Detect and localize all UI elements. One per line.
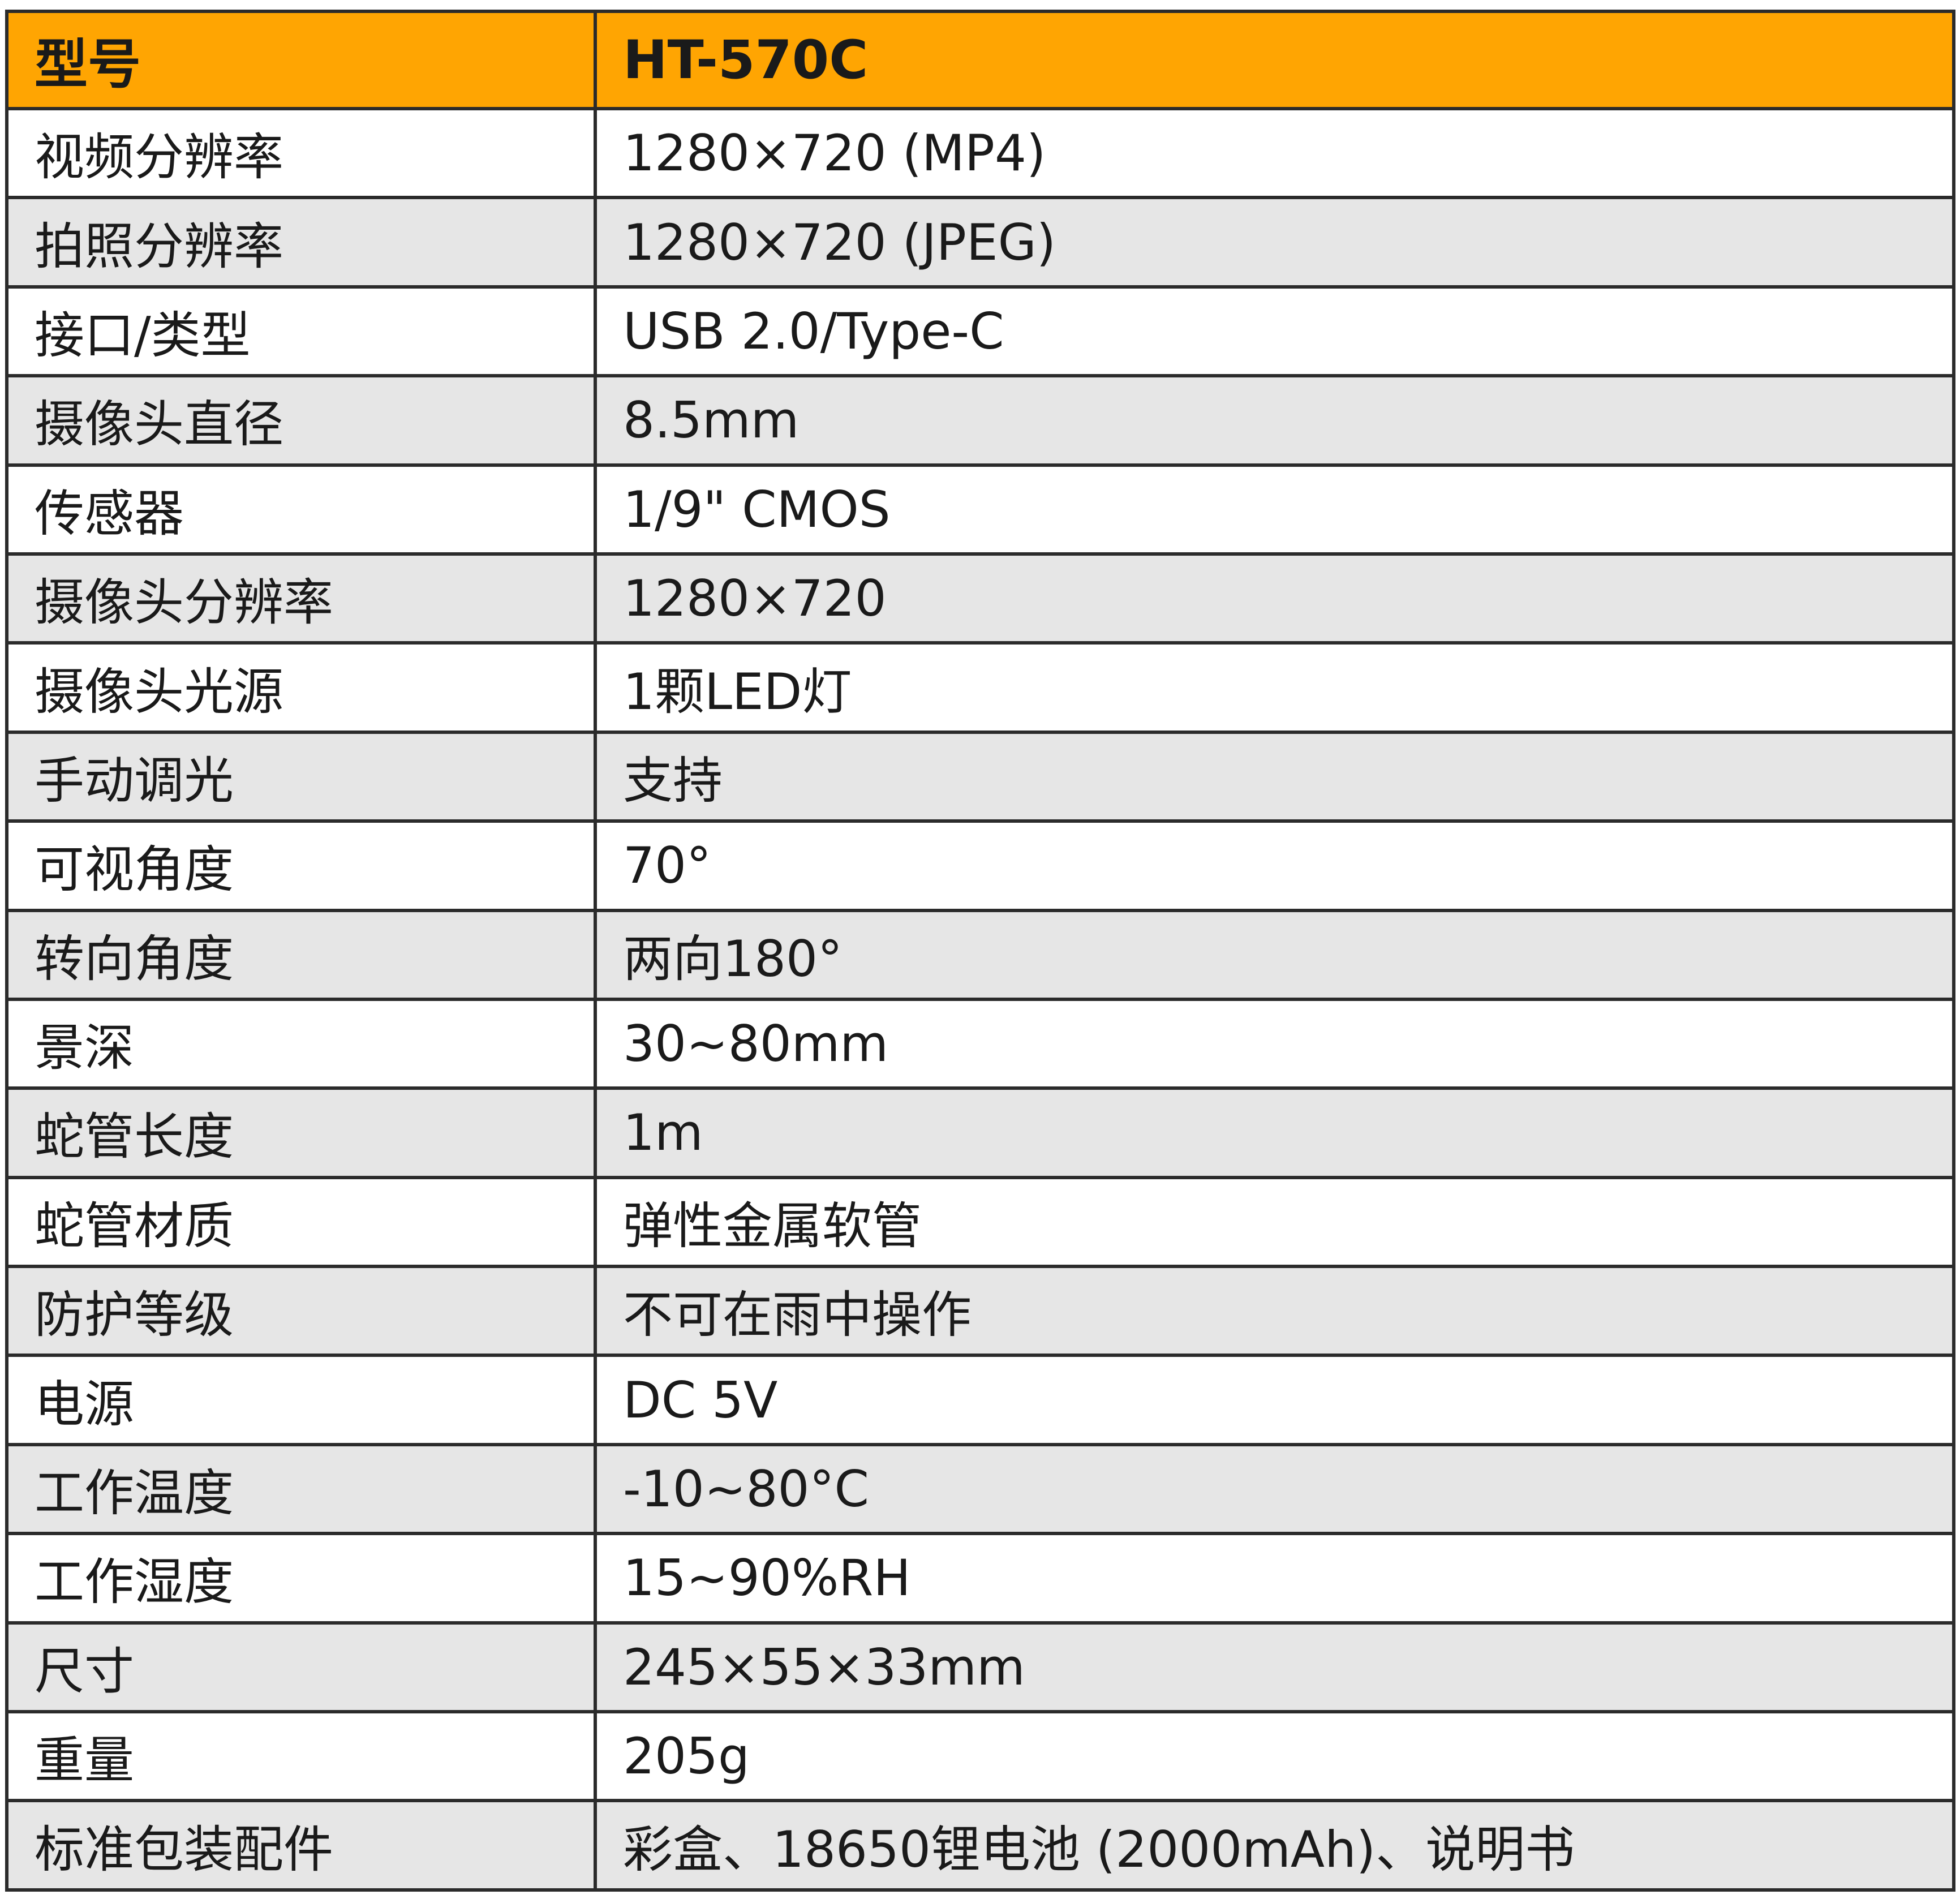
row-value: 弹性金属软管 bbox=[594, 1175, 1955, 1269]
row-label: 手动调光 bbox=[5, 730, 597, 823]
row-value: 70° bbox=[594, 819, 1955, 912]
row-label: 接口/类型 bbox=[5, 285, 597, 378]
row-value: 1颗LED灯 bbox=[594, 641, 1955, 734]
row-value: 8.5mm bbox=[594, 374, 1955, 467]
row-label: 拍照分辨率 bbox=[5, 196, 597, 289]
row-value: -10~80°C bbox=[594, 1442, 1955, 1536]
row-label: 工作湿度 bbox=[5, 1532, 597, 1625]
table-row: 视频分辨率 1280×720 (MP4) bbox=[5, 106, 1955, 200]
table-row: 重量 205g bbox=[5, 1710, 1955, 1803]
row-label: 工作温度 bbox=[5, 1442, 597, 1536]
row-value: 245×55×33mm bbox=[594, 1621, 1955, 1714]
table-row: 摄像头光源 1颗LED灯 bbox=[5, 641, 1955, 734]
row-value: 1280×720 (JPEG) bbox=[594, 196, 1955, 289]
row-value: 15~90%RH bbox=[594, 1532, 1955, 1625]
table-row: 防护等级 不可在雨中操作 bbox=[5, 1265, 1955, 1357]
table-row: 工作温度 -10~80°C bbox=[5, 1442, 1955, 1536]
row-label: 可视角度 bbox=[5, 819, 597, 912]
row-label: 尺寸 bbox=[5, 1621, 597, 1714]
table-row: 接口/类型 USB 2.0/Type-C bbox=[5, 285, 1955, 378]
row-value: 两向180° bbox=[594, 908, 1955, 1001]
header-model-value: HT-570C bbox=[594, 10, 1955, 110]
row-value: 1/9" CMOS bbox=[594, 463, 1955, 556]
row-value: 不可在雨中操作 bbox=[594, 1265, 1955, 1357]
row-value: 支持 bbox=[594, 730, 1955, 823]
table-row: 摄像头分辨率 1280×720 bbox=[5, 552, 1955, 645]
row-value: DC 5V bbox=[594, 1354, 1955, 1446]
row-value: 1280×720 bbox=[594, 552, 1955, 645]
row-label: 摄像头分辨率 bbox=[5, 552, 597, 645]
table-row: 传感器 1/9" CMOS bbox=[5, 463, 1955, 556]
row-value: 205g bbox=[594, 1710, 1955, 1803]
table-row: 可视角度 70° bbox=[5, 819, 1955, 912]
row-label: 电源 bbox=[5, 1354, 597, 1446]
table-header-row: 型号 HT-570C bbox=[5, 10, 1955, 110]
row-label: 景深 bbox=[5, 997, 597, 1090]
row-label: 蛇管材质 bbox=[5, 1175, 597, 1269]
header-label: 型号 bbox=[5, 10, 597, 110]
row-label: 转向角度 bbox=[5, 908, 597, 1001]
row-label: 标准包装配件 bbox=[5, 1799, 597, 1892]
row-label: 视频分辨率 bbox=[5, 106, 597, 200]
table-row: 景深 30~80mm bbox=[5, 997, 1955, 1090]
row-label: 摄像头光源 bbox=[5, 641, 597, 734]
row-label: 传感器 bbox=[5, 463, 597, 556]
row-value: 1m bbox=[594, 1086, 1955, 1179]
table-row: 电源 DC 5V bbox=[5, 1354, 1955, 1446]
table-row: 蛇管长度 1m bbox=[5, 1086, 1955, 1179]
row-value: 1280×720 (MP4) bbox=[594, 106, 1955, 200]
table-row: 摄像头直径 8.5mm bbox=[5, 374, 1955, 467]
table-row: 转向角度 两向180° bbox=[5, 908, 1955, 1001]
row-value: 30~80mm bbox=[594, 997, 1955, 1090]
table-row: 尺寸 245×55×33mm bbox=[5, 1621, 1955, 1714]
table-row: 标准包装配件 彩盒、18650锂电池 (2000mAh)、说明书 bbox=[5, 1799, 1955, 1892]
row-label: 防护等级 bbox=[5, 1265, 597, 1357]
row-value: 彩盒、18650锂电池 (2000mAh)、说明书 bbox=[594, 1799, 1955, 1892]
table-row: 蛇管材质 弹性金属软管 bbox=[5, 1175, 1955, 1269]
spec-table: 型号 HT-570C 视频分辨率 1280×720 (MP4) 拍照分辨率 1280… bbox=[5, 10, 1955, 1892]
row-label: 摄像头直径 bbox=[5, 374, 597, 467]
table-row: 手动调光 支持 bbox=[5, 730, 1955, 823]
row-label: 蛇管长度 bbox=[5, 1086, 597, 1179]
row-value: USB 2.0/Type-C bbox=[594, 285, 1955, 378]
row-label: 重量 bbox=[5, 1710, 597, 1803]
table-row: 拍照分辨率 1280×720 (JPEG) bbox=[5, 196, 1955, 289]
table-row: 工作湿度 15~90%RH bbox=[5, 1532, 1955, 1625]
